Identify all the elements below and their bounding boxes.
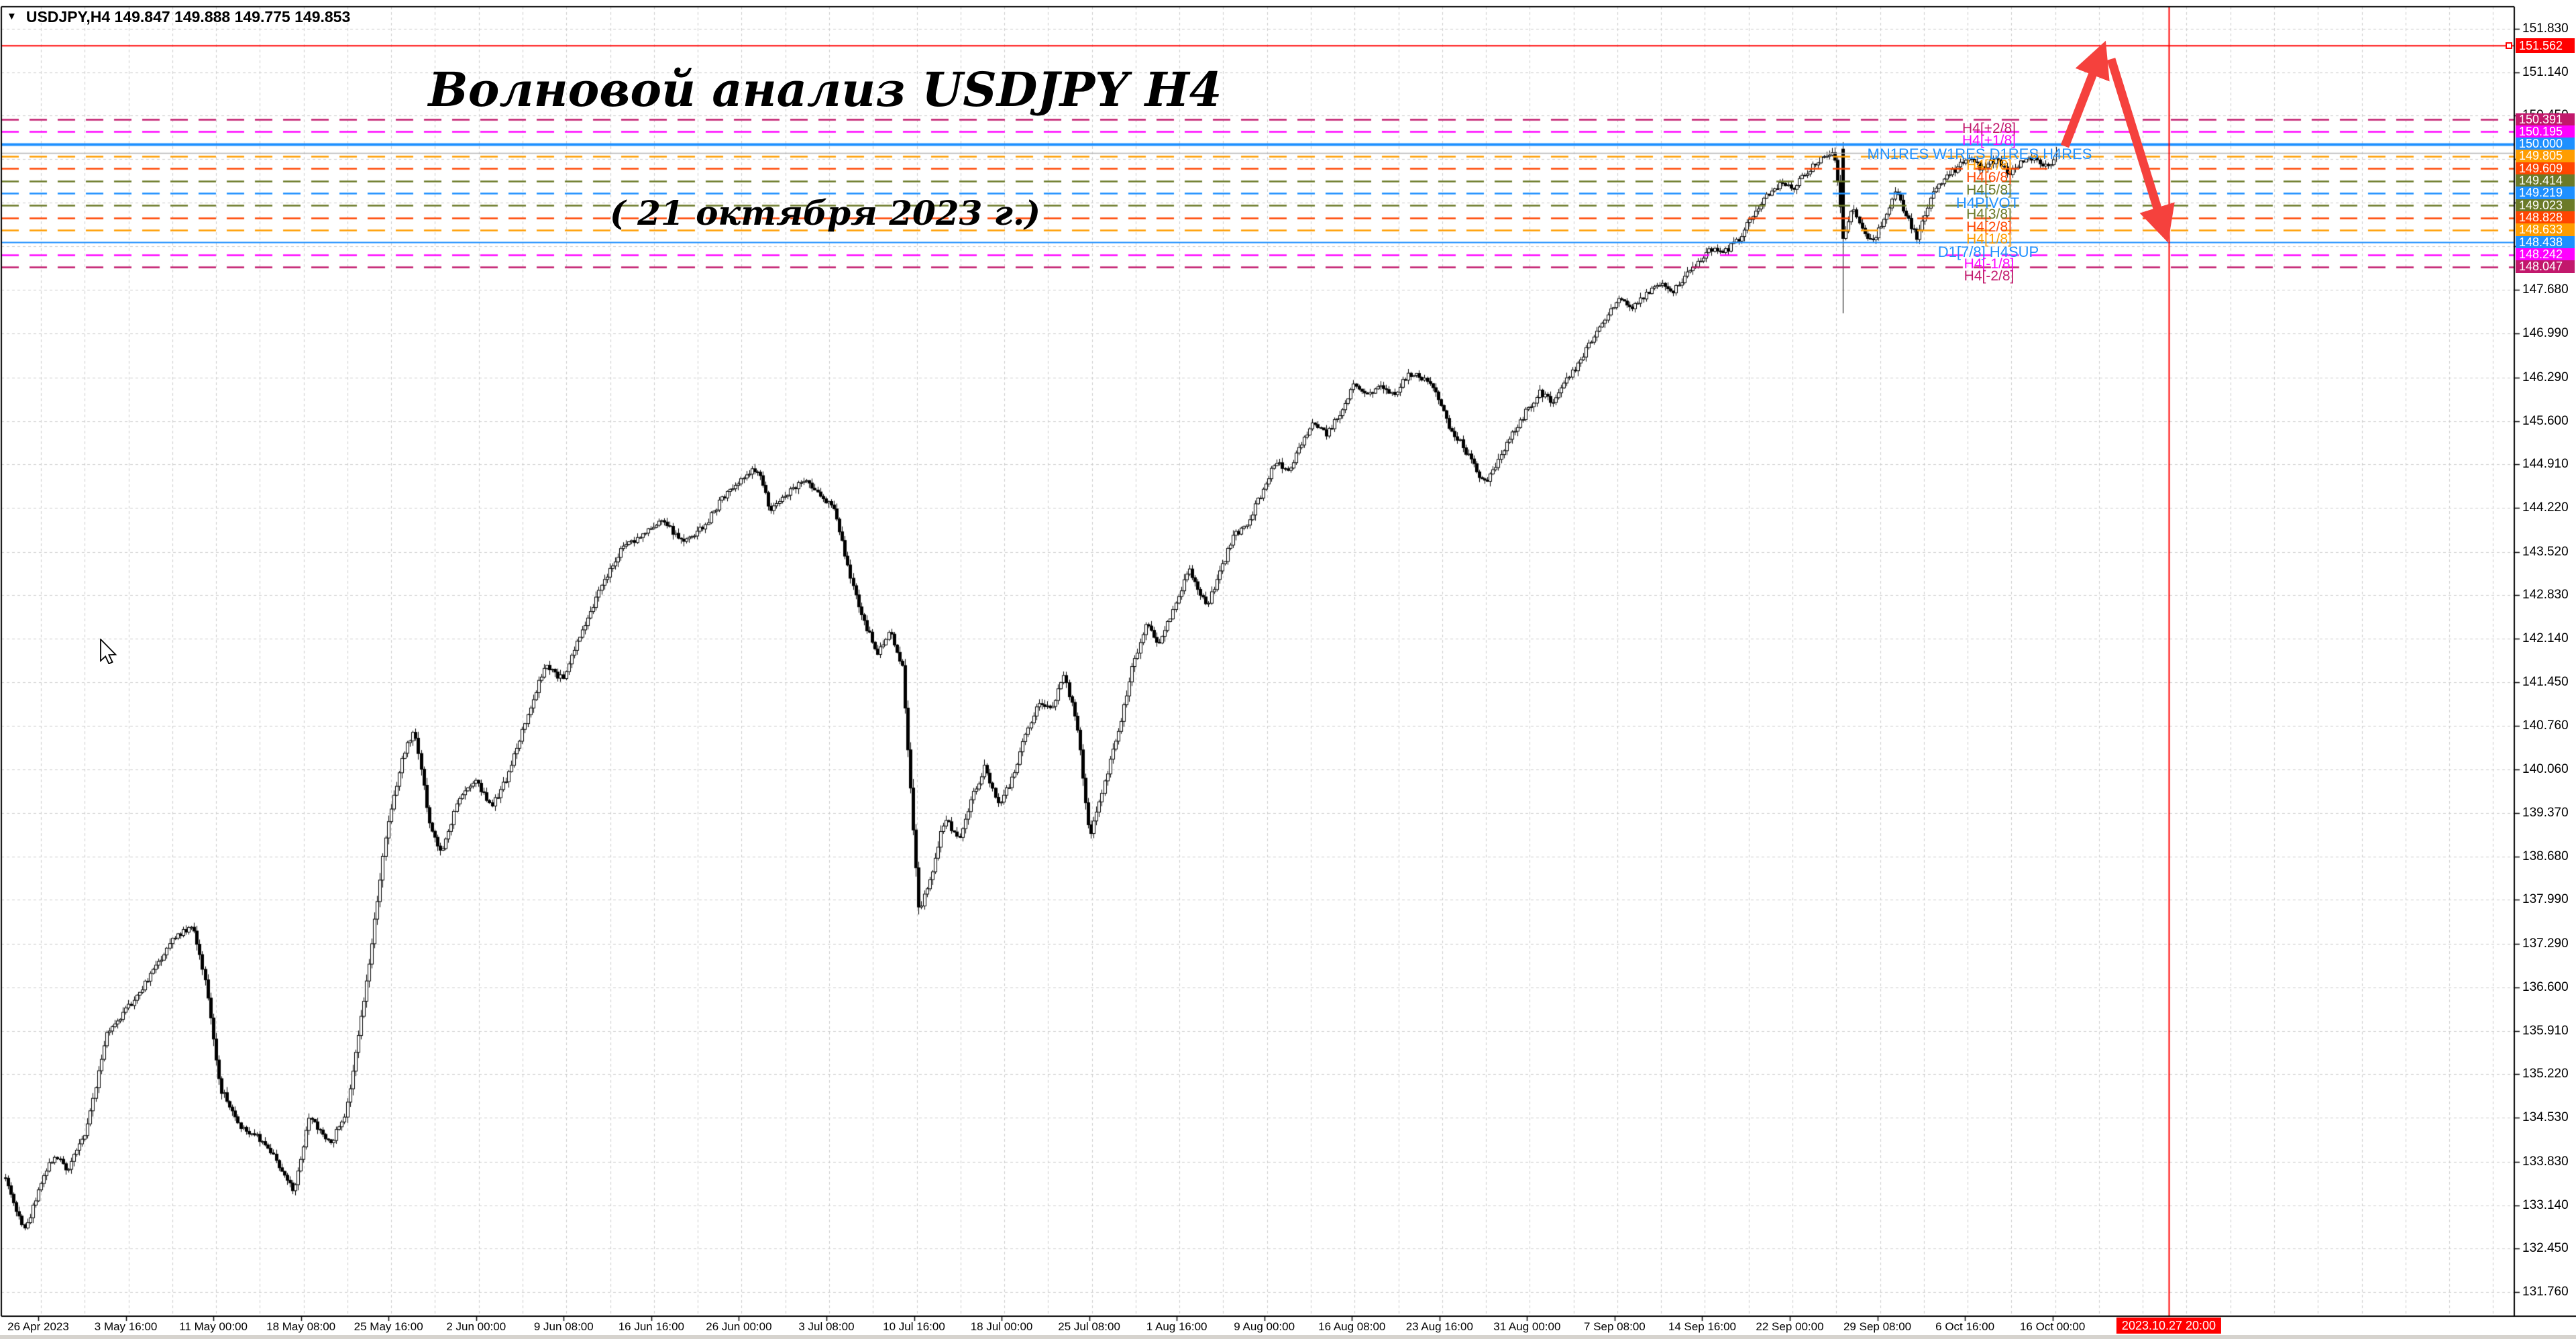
time-axis-label: 6 Oct 16:00 bbox=[1935, 1320, 1995, 1333]
red-hline-handle[interactable] bbox=[2506, 42, 2512, 50]
event-time-badge: 2023.10.27 20:00 bbox=[2116, 1318, 2222, 1334]
price-axis-tick: 144.220 bbox=[2522, 500, 2569, 515]
price-axis-tick: 136.600 bbox=[2522, 979, 2569, 994]
price-axis-tick: 140.060 bbox=[2522, 762, 2569, 777]
time-axis-label: 2 Jun 00:00 bbox=[446, 1320, 506, 1333]
time-axis-label: 9 Aug 00:00 bbox=[1234, 1320, 1295, 1333]
level-price-badge: 148.438 bbox=[2516, 235, 2575, 249]
time-axis-label: 23 Aug 16:00 bbox=[1405, 1320, 1473, 1333]
price-axis-tick: 134.530 bbox=[2522, 1110, 2569, 1125]
time-axis-label: 26 Jun 00:00 bbox=[706, 1320, 772, 1333]
level-price-badge: 149.219 bbox=[2516, 186, 2575, 200]
price-axis-tick: 147.680 bbox=[2522, 282, 2569, 297]
price-axis-tick: 140.760 bbox=[2522, 718, 2569, 733]
level-price-badge: 148.047 bbox=[2516, 260, 2575, 274]
level-price-badge: 148.633 bbox=[2516, 223, 2575, 237]
murrey-level-label: MN1RES W1RES D1RES H4RES bbox=[1867, 145, 2092, 162]
murrey-level-label: H4[7/8] bbox=[1966, 157, 2012, 173]
time-axis-label: 11 May 00:00 bbox=[179, 1320, 248, 1333]
murrey-level-label: H4[3/8] bbox=[1966, 207, 2012, 223]
price-axis-tick: 141.450 bbox=[2522, 674, 2569, 689]
price-axis-tick: 145.600 bbox=[2522, 413, 2569, 428]
murrey-level-label: D1[7/8] H4SUP bbox=[1937, 244, 2039, 261]
price-axis-tick: 137.290 bbox=[2522, 936, 2569, 951]
murrey-level-label: H4[2/8] bbox=[1966, 219, 2012, 235]
symbol-ohlc-text: USDJPY,H4 149.847 149.888 149.775 149.85… bbox=[25, 7, 351, 25]
time-axis-label: 26 Apr 2023 bbox=[7, 1320, 69, 1333]
time-axis-label: 18 May 08:00 bbox=[266, 1320, 336, 1333]
price-axis-tick: 133.830 bbox=[2522, 1154, 2569, 1169]
level-price-badge: 149.609 bbox=[2516, 162, 2575, 175]
level-price-badge: 149.023 bbox=[2516, 199, 2575, 212]
murrey-level-label: H4[+2/8] bbox=[1962, 121, 2016, 136]
price-axis-tick: 138.680 bbox=[2522, 849, 2569, 863]
price-axis-tick: 142.140 bbox=[2522, 631, 2569, 646]
level-price-badge: 150.000 bbox=[2516, 138, 2575, 151]
time-axis-label: 3 Jul 08:00 bbox=[798, 1320, 855, 1333]
price-axis-tick: 142.830 bbox=[2522, 588, 2569, 602]
time-axis-label: 7 Sep 08:00 bbox=[1584, 1320, 1646, 1333]
time-axis-label: 9 Jun 08:00 bbox=[533, 1320, 594, 1333]
level-price-badge: 149.414 bbox=[2516, 174, 2575, 188]
level-price-badge: 150.391 bbox=[2516, 113, 2575, 126]
price-axis-tick: 139.370 bbox=[2522, 806, 2569, 820]
red-level-price-badge: 151.562 bbox=[2516, 38, 2575, 54]
chart-title: Волновой анализ USDJPY H4 bbox=[428, 62, 1222, 117]
time-axis-label: 1 Aug 16:00 bbox=[1146, 1320, 1208, 1333]
chart-subtitle: ( 21 октября 2023 г.) bbox=[610, 193, 1040, 233]
murrey-level-label: H4[1/8] bbox=[1966, 231, 2012, 247]
price-axis-tick: 151.140 bbox=[2522, 64, 2569, 79]
time-axis-label: 3 May 16:00 bbox=[94, 1320, 158, 1333]
level-price-badge: 150.195 bbox=[2516, 125, 2575, 138]
level-price-badge: 148.828 bbox=[2516, 211, 2575, 225]
price-axis-tick: 151.830 bbox=[2522, 21, 2569, 36]
price-axis-tick: 137.990 bbox=[2522, 892, 2569, 907]
price-axis-tick: 135.910 bbox=[2522, 1023, 2569, 1038]
time-axis-label: 25 Jul 08:00 bbox=[1058, 1320, 1120, 1333]
time-axis-label: 25 May 16:00 bbox=[354, 1320, 423, 1333]
level-price-badge: 148.242 bbox=[2516, 248, 2575, 262]
murrey-level-label: H4[5/8] bbox=[1966, 182, 2012, 198]
murrey-level-label: H4[-2/8] bbox=[1964, 268, 2015, 284]
murrey-level-label: H4[+1/8] bbox=[1962, 133, 2016, 149]
symbol-header[interactable]: ▼ USDJPY,H4 149.847 149.888 149.775 149.… bbox=[7, 7, 350, 27]
time-axis-label: 10 Jul 16:00 bbox=[883, 1320, 945, 1333]
time-axis-label: 16 Aug 08:00 bbox=[1318, 1320, 1386, 1333]
price-axis-tick: 146.290 bbox=[2522, 370, 2569, 384]
murrey-level-label: H4[6/8] bbox=[1966, 170, 2012, 186]
price-axis-tick: 144.910 bbox=[2522, 457, 2569, 472]
time-axis-label: 14 Sep 16:00 bbox=[1668, 1320, 1737, 1333]
window-bottom-edge bbox=[0, 1335, 2576, 1339]
price-axis-tick: 133.140 bbox=[2522, 1197, 2569, 1212]
price-axis-tick: 131.760 bbox=[2522, 1285, 2569, 1299]
symbol-dropdown-icon[interactable]: ▼ bbox=[7, 10, 17, 22]
price-axis-tick: 132.450 bbox=[2522, 1241, 2569, 1256]
time-axis-label: 18 Jul 00:00 bbox=[970, 1320, 1033, 1333]
price-axis-tick: 146.990 bbox=[2522, 326, 2569, 341]
murrey-level-label: H4[-1/8] bbox=[1964, 256, 2015, 272]
murrey-level-label: H4PIVOT bbox=[1955, 194, 2020, 211]
time-axis-label: 16 Oct 00:00 bbox=[2019, 1320, 2086, 1333]
time-axis-label: 31 Aug 00:00 bbox=[1493, 1320, 1561, 1333]
time-axis-label: 22 Sep 00:00 bbox=[1756, 1320, 1824, 1333]
time-axis-label: 16 Jun 16:00 bbox=[618, 1320, 684, 1333]
level-price-badge: 149.805 bbox=[2516, 150, 2575, 163]
price-axis-tick: 135.220 bbox=[2522, 1067, 2569, 1081]
price-axis-tick: 143.520 bbox=[2522, 544, 2569, 559]
time-axis-label: 29 Sep 08:00 bbox=[1843, 1320, 1912, 1333]
